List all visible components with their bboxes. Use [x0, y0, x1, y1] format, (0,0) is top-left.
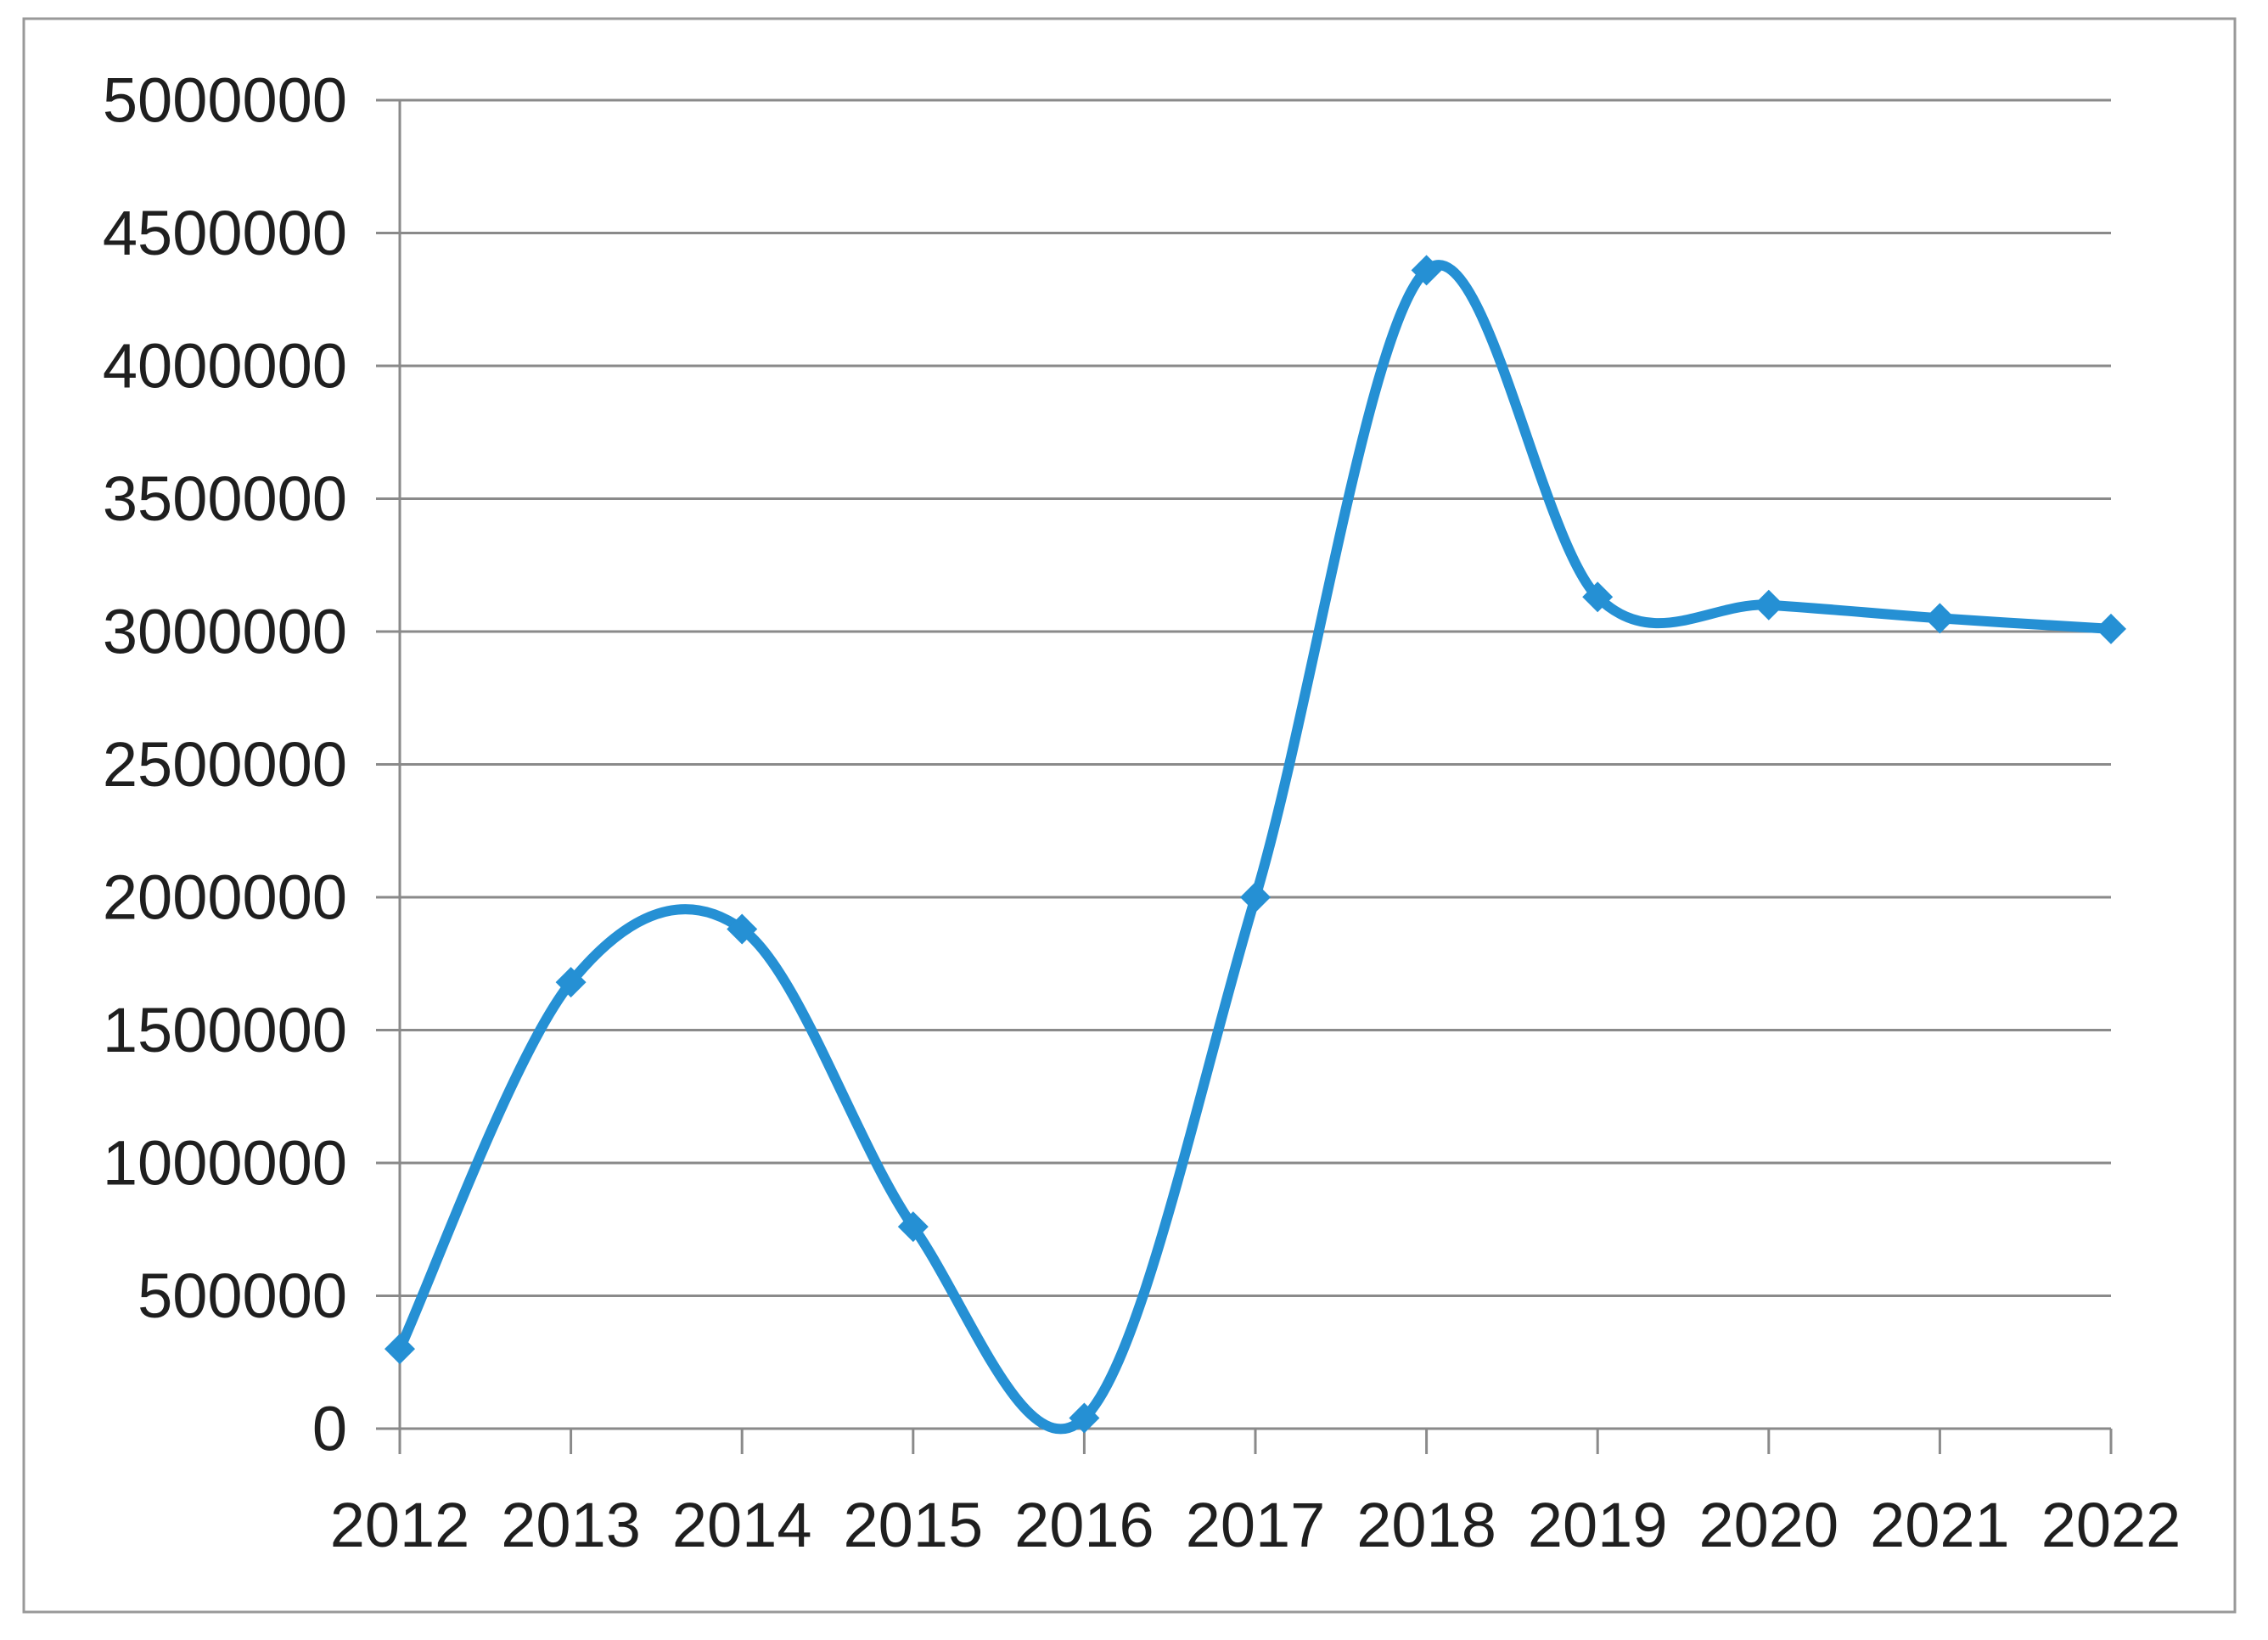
data-point-marker-2022 — [2096, 613, 2126, 644]
x-axis-label: 2020 — [1698, 1490, 1839, 1560]
y-axis-label: 3500000 — [103, 463, 347, 534]
y-axis-label: 1500000 — [103, 995, 347, 1065]
data-point-marker-2012 — [385, 1334, 415, 1365]
x-axis-label: 2012 — [330, 1490, 470, 1560]
data-point-marker-2020 — [1753, 589, 1784, 621]
y-axis-label: 1000000 — [103, 1128, 347, 1199]
x-axis-label: 2014 — [672, 1490, 812, 1560]
y-axis-label: 4500000 — [103, 198, 347, 268]
x-axis-label: 2019 — [1528, 1490, 1668, 1560]
y-axis-label: 500000 — [138, 1261, 347, 1331]
data-point-marker-2014 — [727, 913, 758, 945]
data-point-marker-2018 — [1411, 255, 1442, 286]
series-line — [395, 260, 2116, 1435]
y-axis-label: 5000000 — [103, 65, 347, 136]
y-axis-label: 2000000 — [103, 862, 347, 933]
data-point-marker-2016 — [1069, 1402, 1100, 1434]
y-axis-label: 0 — [312, 1394, 347, 1464]
data-point-marker-2013 — [555, 967, 587, 998]
chart-border — [22, 17, 2237, 1614]
data-point-marker-2021 — [1924, 603, 1956, 634]
x-axis-label: 2016 — [1014, 1490, 1154, 1560]
data-point-marker-2015 — [897, 1211, 929, 1243]
y-axis-label: 3000000 — [103, 597, 347, 667]
data-point-marker-2017 — [1240, 882, 1271, 913]
x-axis-label: 2015 — [843, 1490, 983, 1560]
x-axis-label: 2017 — [1186, 1490, 1326, 1560]
x-axis-label: 2021 — [1870, 1490, 2010, 1560]
x-axis-label: 2018 — [1356, 1490, 1496, 1560]
y-axis-label: 4000000 — [103, 331, 347, 402]
data-point-marker-2019 — [1582, 581, 1614, 613]
x-axis-label: 2013 — [501, 1490, 641, 1560]
x-axis-label: 2022 — [2041, 1490, 2181, 1560]
y-axis-label: 2500000 — [103, 729, 347, 800]
